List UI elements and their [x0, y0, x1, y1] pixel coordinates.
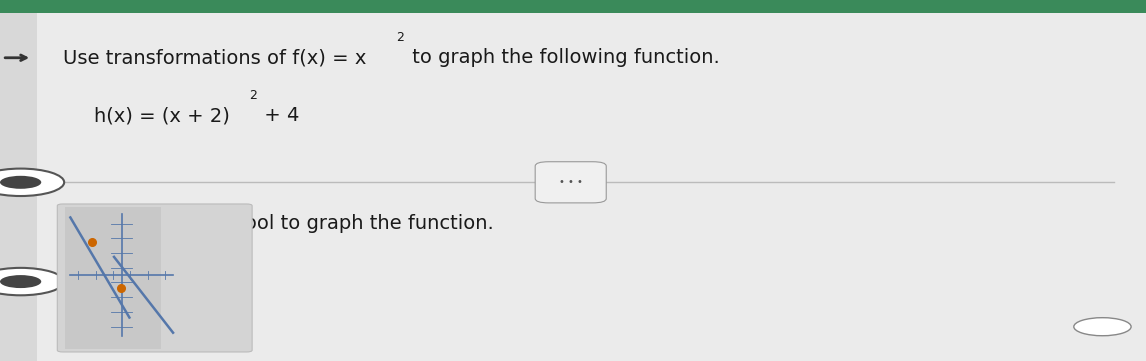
Text: enlarge: enlarge: [164, 269, 241, 287]
Circle shape: [1074, 318, 1131, 336]
Circle shape: [0, 275, 41, 288]
Text: 2: 2: [397, 31, 405, 44]
Circle shape: [0, 176, 41, 189]
FancyBboxPatch shape: [0, 13, 37, 361]
Text: to graph the following function.: to graph the following function.: [406, 48, 720, 67]
Text: graph: graph: [173, 306, 231, 325]
Text: Use the graphing tool to graph the function.: Use the graphing tool to graph the funct…: [63, 214, 494, 233]
Text: Click to: Click to: [165, 231, 240, 249]
Text: + 4: + 4: [258, 106, 299, 125]
Text: 2: 2: [249, 89, 257, 102]
Text: Use transformations of f(x) = x: Use transformations of f(x) = x: [63, 48, 367, 67]
Text: • • •: • • •: [559, 177, 582, 187]
Text: h(x) = (x + 2): h(x) = (x + 2): [94, 106, 230, 125]
FancyBboxPatch shape: [0, 0, 1146, 13]
FancyBboxPatch shape: [57, 204, 252, 352]
Circle shape: [0, 268, 64, 295]
FancyBboxPatch shape: [535, 162, 606, 203]
FancyBboxPatch shape: [65, 207, 160, 349]
Circle shape: [0, 169, 64, 196]
